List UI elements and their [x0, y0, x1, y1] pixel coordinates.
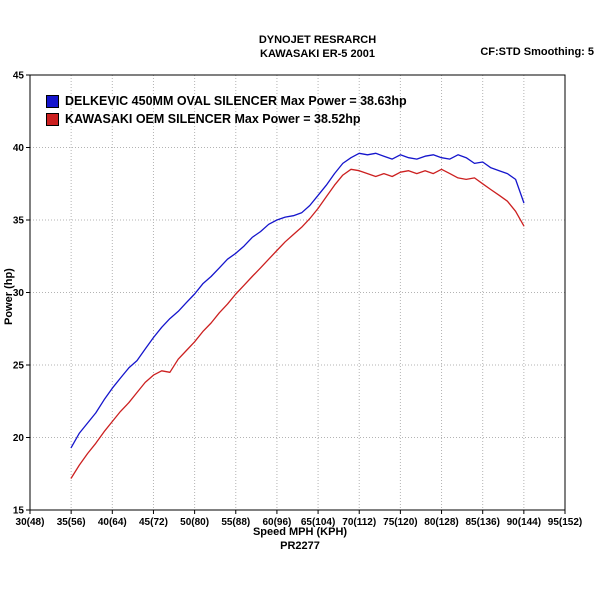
- svg-text:65(104): 65(104): [301, 517, 335, 528]
- x-axis-label: Speed MPH (KPH): [252, 526, 348, 538]
- svg-text:35(56): 35(56): [57, 517, 86, 528]
- legend-item-delkevic: DELKEVIC 450MM OVAL SILENCER Max Power =…: [46, 92, 407, 110]
- run-id: PR2277: [280, 540, 320, 552]
- svg-text:20: 20: [13, 433, 25, 444]
- svg-text:85(136): 85(136): [465, 517, 499, 528]
- svg-text:25: 25: [13, 361, 25, 372]
- svg-text:95(152): 95(152): [548, 517, 582, 528]
- svg-text:35: 35: [13, 216, 25, 227]
- chart-title-block: DYNOJET RESRARCH KAWASAKI ER-5 2001: [35, 33, 600, 61]
- smoothing-setting: CF:STD Smoothing: 5: [480, 46, 594, 58]
- svg-text:15: 15: [13, 506, 25, 517]
- svg-text:40: 40: [13, 143, 25, 154]
- svg-text:80(128): 80(128): [424, 517, 458, 528]
- svg-text:40(64): 40(64): [98, 517, 127, 528]
- y-axis-label: Power (hp): [3, 268, 15, 325]
- svg-text:30: 30: [13, 288, 25, 299]
- svg-text:30(48): 30(48): [16, 517, 45, 528]
- svg-text:70(112): 70(112): [342, 517, 376, 528]
- svg-text:50(80): 50(80): [180, 517, 209, 528]
- legend-label-delkevic: DELKEVIC 450MM OVAL SILENCER Max Power =…: [65, 94, 407, 108]
- legend-label-oem: KAWASAKI OEM SILENCER Max Power = 38.52h…: [65, 112, 361, 126]
- svg-text:45(72): 45(72): [139, 517, 168, 528]
- svg-text:45: 45: [13, 71, 25, 82]
- svg-text:55(88): 55(88): [221, 517, 250, 528]
- legend-item-oem: KAWASAKI OEM SILENCER Max Power = 38.52h…: [46, 110, 407, 128]
- legend: DELKEVIC 450MM OVAL SILENCER Max Power =…: [46, 92, 407, 128]
- legend-swatch-blue: [46, 94, 59, 108]
- legend-swatch-red: [46, 112, 59, 126]
- svg-text:75(120): 75(120): [383, 517, 417, 528]
- vehicle-title: KAWASAKI ER-5 2001: [260, 48, 375, 60]
- dyno-shop-title: DYNOJET RESRARCH: [258, 34, 377, 46]
- svg-text:90(144): 90(144): [507, 517, 541, 528]
- svg-text:60(96): 60(96): [262, 517, 291, 528]
